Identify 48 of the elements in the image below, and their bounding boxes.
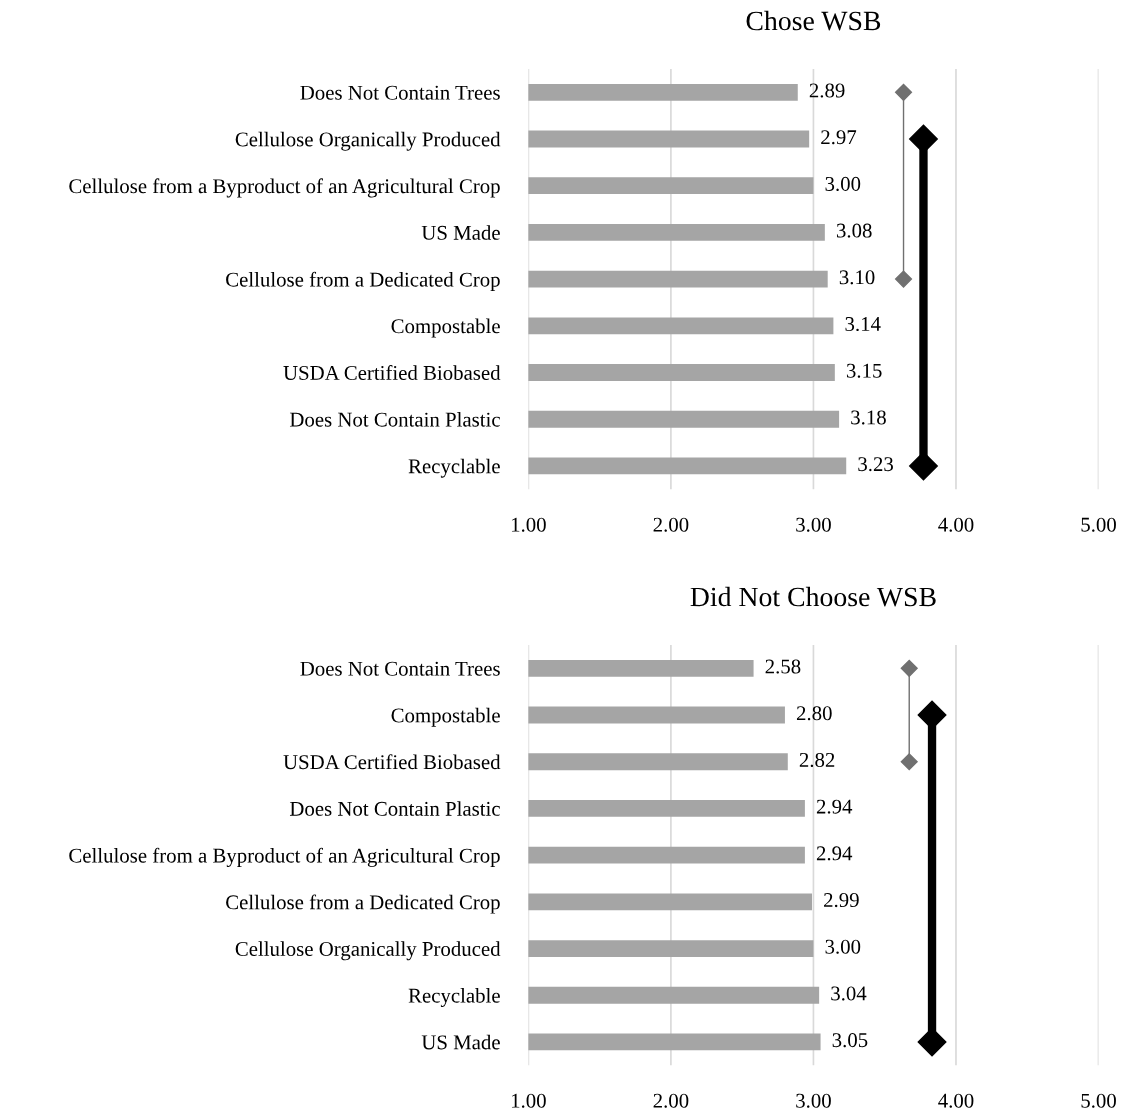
- y-tick-label: Cellulose Organically Produced: [235, 131, 501, 151]
- x-tick-label: 4.00: [938, 1093, 974, 1108]
- data-label: 3.05: [832, 1033, 868, 1048]
- y-tick-label: Cellulose from a Dedicated Crop: [226, 271, 500, 291]
- x-tick-label: 2.00: [653, 1093, 689, 1108]
- y-tick-label: Does Not Contain Plastic: [289, 412, 500, 427]
- chart-title: Chose WSB: [746, 10, 881, 31]
- y-tick-label: Recyclable: [408, 988, 500, 1007]
- y-tick-label: Cellulose from a Byproduct of an Agricultural Crop: [69, 178, 500, 198]
- y-tick-label: Does Not Contain Plastic: [289, 801, 500, 816]
- data-label: 2.58: [765, 659, 801, 674]
- x-tick-label: 2.00: [653, 517, 689, 532]
- data-label: 2.99: [824, 893, 859, 908]
- x-tick-label: 3.00: [796, 1093, 831, 1108]
- y-tick-label: Does Not Contain Trees: [300, 85, 500, 100]
- chart-title: Did Not Choose WSB: [690, 586, 936, 607]
- data-label: 3.00: [825, 176, 861, 192]
- x-tick-label: 5.00: [1081, 517, 1116, 532]
- x-tick-label: 1.00: [511, 1093, 546, 1108]
- y-tick-label: Cellulose from a Dedicated Crop: [226, 894, 500, 914]
- y-tick-label: Cellulose Organically Produced: [235, 941, 501, 961]
- data-label: 2.82: [799, 752, 835, 768]
- y-tick-label: Recyclable: [408, 458, 500, 478]
- data-label: 2.94: [816, 846, 853, 861]
- x-tick-label: 3.00: [796, 517, 831, 532]
- data-label: 2.80: [796, 706, 832, 721]
- y-tick-label: US Made: [421, 225, 500, 240]
- data-label: 2.89: [809, 83, 845, 98]
- data-label: 3.00: [825, 939, 861, 954]
- x-tick-label: 1.00: [511, 517, 546, 532]
- y-tick-label: US Made: [421, 1034, 500, 1050]
- y-tick-label: USDA Certified Biobased: [283, 365, 501, 380]
- data-label: 3.18: [851, 410, 886, 425]
- data-label: 2.94: [816, 799, 853, 814]
- y-tick-label: Compostable: [391, 318, 500, 338]
- data-label: 3.14: [845, 317, 881, 332]
- data-label: 3.04: [831, 986, 867, 1001]
- x-tick-label: 5.00: [1081, 1093, 1116, 1108]
- y-tick-label: Does Not Contain Trees: [300, 661, 500, 676]
- data-label: 3.23: [858, 457, 893, 472]
- y-tick-label: USDA Certified Biobased: [283, 754, 501, 770]
- x-tick-label: 4.00: [938, 517, 974, 532]
- y-tick-label: Cellulose from a Byproduct of an Agricultural Crop: [69, 847, 500, 867]
- data-label: 3.10: [839, 270, 875, 285]
- data-label: 3.15: [846, 363, 882, 378]
- data-label: 3.08: [836, 223, 872, 238]
- y-tick-label: Compostable: [391, 707, 500, 727]
- data-label: 2.97: [821, 130, 857, 145]
